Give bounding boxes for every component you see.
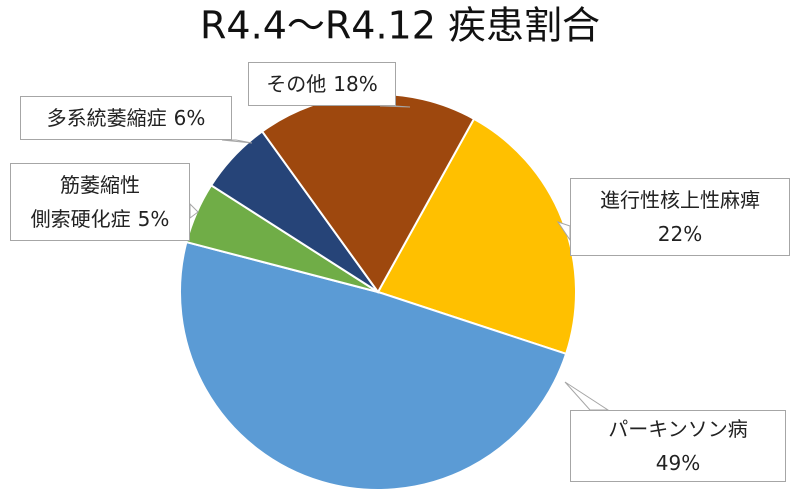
callout-pointer bbox=[564, 381, 610, 411]
label-value: 6% bbox=[173, 106, 206, 130]
label-value: 18% bbox=[333, 72, 378, 96]
label-value: 5% bbox=[137, 207, 170, 231]
chart-title: R4.4～R4.12 疾患割合 bbox=[200, 4, 600, 48]
data-label-text: パーキンソン病 49% bbox=[608, 412, 747, 480]
data-label-text: 進行性核上性麻痺 22% bbox=[600, 183, 760, 251]
data-label: 進行性核上性麻痺 22% bbox=[570, 178, 790, 256]
data-label-text: 多系統萎縮症 6% bbox=[47, 101, 206, 135]
label-category: 多系統萎縮症 bbox=[46, 106, 167, 130]
data-label: 筋萎縮性 側索硬化症 5% bbox=[10, 163, 190, 241]
label-category: その他 bbox=[266, 72, 327, 96]
data-label-text: その他 18% bbox=[266, 67, 377, 101]
label-value: 49% bbox=[655, 451, 701, 475]
data-label: 多系統萎縮症 6% bbox=[20, 96, 232, 140]
callout-pointer bbox=[221, 139, 253, 144]
callout-pointer bbox=[189, 202, 199, 219]
label-value: 22% bbox=[657, 222, 703, 246]
pie-slice bbox=[179, 240, 568, 491]
callout-pointer bbox=[379, 105, 411, 108]
data-label: その他 18% bbox=[248, 62, 396, 106]
data-label-text: 筋萎縮性 側索硬化症 5% bbox=[31, 168, 170, 236]
label-category: 筋萎縮性 側索硬化症 bbox=[30, 173, 140, 231]
label-category: パーキンソン病 bbox=[608, 417, 748, 441]
data-label: パーキンソン病 49% bbox=[570, 410, 786, 482]
label-category: 進行性核上性麻痺 bbox=[600, 188, 760, 212]
pie-slice bbox=[376, 117, 577, 356]
